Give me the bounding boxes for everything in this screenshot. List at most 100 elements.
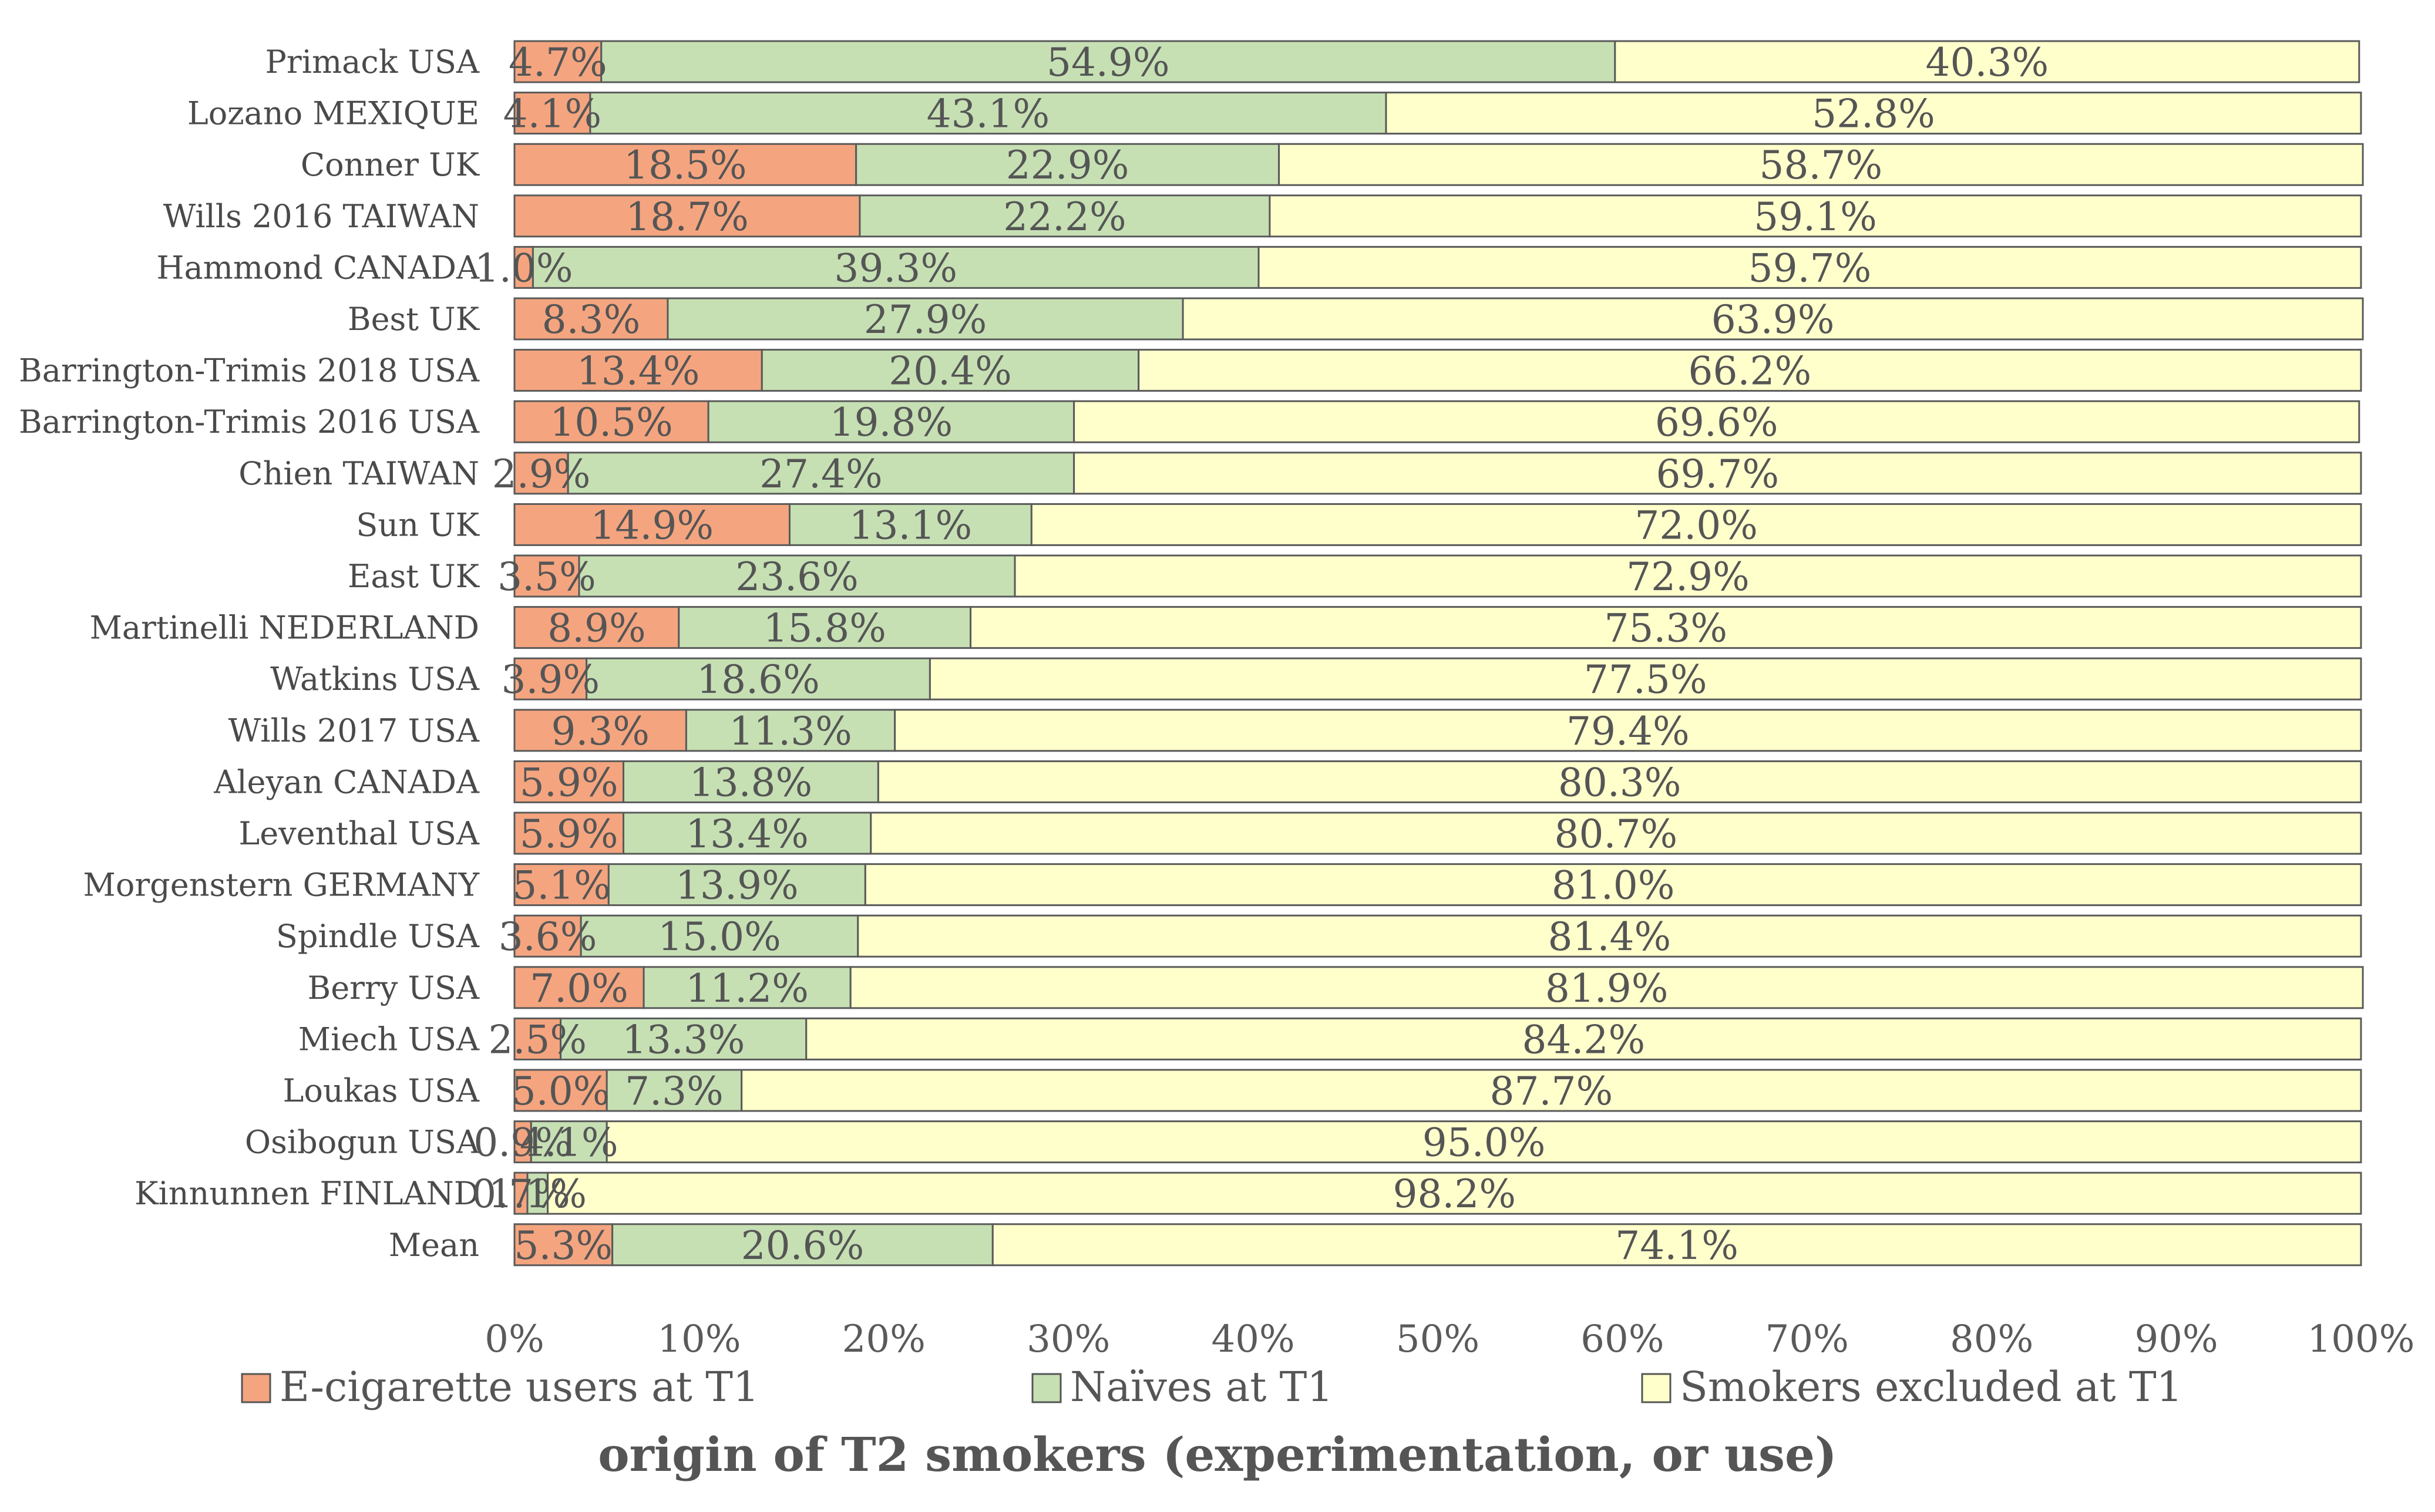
bar-segment-smokers-excluded-at-t1-sun-uk [1030, 503, 2362, 546]
value-label-smokers-excluded-at-t1-primack-usa: 40.3% [1926, 40, 2049, 85]
value-label-smokers-excluded-at-t1-hammond-canada: 59.7% [1748, 245, 1872, 291]
category-label-spindle-usa: Spindle USA [276, 918, 480, 955]
value-label-smokers-excluded-at-t1-watkins-usa: 77.5% [1584, 657, 1707, 702]
value-label-na-ves-at-t1-conner-uk: 22.9% [1006, 143, 1129, 188]
bar-segment-e-cigarette-users-at-t1-chien-taiwan [513, 452, 569, 495]
value-label-na-ves-at-t1-wills-2016-taiwan: 22.2% [1003, 194, 1126, 240]
x-tick-label-6: 60% [1580, 1318, 1664, 1361]
bar-segment-na-ves-at-t1-leventhal-usa [622, 811, 872, 855]
bar-segment-e-cigarette-users-at-t1-martinelli-nederland [513, 606, 680, 649]
bar-segment-smokers-excluded-at-t1-loukas-usa [741, 1069, 2362, 1112]
bar-segment-smokers-excluded-at-t1-spindle-usa [857, 914, 2362, 958]
value-label-e-cigarette-users-at-t1-leventhal-usa: 5.9% [520, 811, 618, 857]
legend-swatch-ecig [241, 1373, 271, 1403]
value-label-e-cigarette-users-at-t1-osibogun-usa: 0.9% [473, 1120, 572, 1166]
category-labels-group: Primack USA Lozano MEXIQUE Conner UK Wills … [19, 43, 480, 1264]
category-label-primack-usa: Primack USA [265, 43, 480, 80]
bar-segment-e-cigarette-users-at-t1-primack-usa [513, 40, 603, 83]
value-label-na-ves-at-t1-miech-usa: 13.3% [622, 1017, 745, 1062]
value-label-na-ves-at-t1-mean: 20.6% [741, 1223, 865, 1268]
value-label-e-cigarette-users-at-t1-miech-usa: 2.5% [488, 1017, 587, 1062]
value-label-e-cigarette-users-at-t1-chien-taiwan: 2.9% [492, 452, 591, 497]
category-label-loukas-usa: Loukas USA [283, 1072, 480, 1109]
category-label-leventhal-usa: Leventhal USA [238, 815, 480, 852]
bar-segment-smokers-excluded-at-t1-hammond-canada [1257, 245, 2362, 289]
x-tick-label-5: 50% [1396, 1318, 1479, 1361]
x-axis-title: origin of T2 smokers (experimentation, o… [598, 1427, 1837, 1482]
legend-swatch-naives [1031, 1373, 1062, 1403]
category-label-sun-uk: Sun UK [356, 506, 480, 543]
category-label-best-uk: Best UK [348, 301, 480, 338]
value-label-na-ves-at-t1-loukas-usa: 7.3% [625, 1069, 724, 1114]
value-label-smokers-excluded-at-t1-osibogun-usa: 95.0% [1422, 1120, 1546, 1166]
value-label-smokers-excluded-at-t1-lozano-mexique: 52.8% [1812, 92, 1935, 137]
category-label-martinelli-nederland: Martinelli NEDERLAND [90, 609, 479, 646]
value-label-e-cigarette-users-at-t1-wills-2016-taiwan: 18.7% [625, 194, 749, 240]
value-label-e-cigarette-users-at-t1-aleyan-canada: 5.9% [520, 760, 618, 805]
value-label-na-ves-at-t1-kinnunnen-finland: 1.1% [488, 1171, 587, 1217]
bar-segment-na-ves-at-t1-spindle-usa [580, 914, 859, 958]
bar-segment-smokers-excluded-at-t1-wills-2016-taiwan [1269, 194, 2362, 238]
bar-segment-e-cigarette-users-at-t1-conner-uk [513, 143, 857, 186]
bar-segment-smokers-excluded-at-t1-watkins-usa [929, 657, 2362, 701]
bar-segment-smokers-excluded-at-t1-miech-usa [805, 1017, 2362, 1060]
value-label-na-ves-at-t1-sun-uk: 13.1% [849, 503, 973, 548]
x-tick-label-2: 20% [842, 1318, 926, 1361]
value-label-na-ves-at-t1-primack-usa: 54.9% [1047, 40, 1170, 85]
value-label-smokers-excluded-at-t1-barrington-trimis-2018-usa: 66.2% [1689, 349, 1812, 394]
value-label-na-ves-at-t1-osibogun-usa: 4.1% [520, 1120, 618, 1166]
bar-segment-smokers-excluded-at-t1-kinnunnen-finland [547, 1171, 2362, 1215]
value-label-smokers-excluded-at-t1-berry-usa: 81.9% [1545, 966, 1669, 1011]
value-label-e-cigarette-users-at-t1-wills-2017-usa: 9.3% [551, 709, 650, 754]
value-label-smokers-excluded-at-t1-kinnunnen-finland: 98.2% [1393, 1171, 1516, 1217]
bar-segment-na-ves-at-t1-miech-usa [560, 1017, 808, 1060]
value-label-na-ves-at-t1-barrington-trimis-2018-usa: 20.4% [889, 349, 1012, 394]
value-label-e-cigarette-users-at-t1-morgenstern-germany: 5.1% [512, 863, 611, 908]
bar-segment-smokers-excluded-at-t1-morgenstern-germany [864, 863, 2362, 907]
value-label-na-ves-at-t1-berry-usa: 11.2% [685, 966, 809, 1011]
bar-segment-smokers-excluded-at-t1-aleyan-canada [877, 760, 2362, 803]
value-label-e-cigarette-users-at-t1-barrington-trimis-2018-usa: 13.4% [577, 349, 700, 394]
x-tick-label-1: 10% [657, 1318, 741, 1361]
value-labels-group: 4.7% 54.9% 40.3% 4.1% 43.1% 52.8% 18.5% 22.9% 58… [472, 40, 2049, 1268]
bar-segment-na-ves-at-t1-conner-uk [855, 143, 1280, 186]
category-label-watkins-usa: Watkins USA [270, 661, 480, 698]
bar-segment-e-cigarette-users-at-t1-sun-uk [513, 503, 791, 546]
value-label-na-ves-at-t1-martinelli-nederland: 15.8% [763, 606, 886, 651]
bar-segment-na-ves-at-t1-primack-usa [600, 40, 1616, 83]
category-label-miech-usa: Miech USA [298, 1021, 480, 1058]
category-label-wills-2017-usa: Wills 2017 USA [228, 712, 480, 749]
legend: E-cigarette users at T1 Naïves at T1 Smo… [241, 1363, 2182, 1411]
value-label-e-cigarette-users-at-t1-watkins-usa: 3.9% [501, 657, 600, 702]
value-label-smokers-excluded-at-t1-sun-uk: 72.0% [1634, 503, 1758, 548]
bar-segment-e-cigarette-users-at-t1-wills-2017-usa [513, 709, 687, 752]
value-label-e-cigarette-users-at-t1-loukas-usa: 5.0% [512, 1069, 610, 1114]
value-label-smokers-excluded-at-t1-aleyan-canada: 80.3% [1558, 760, 1681, 805]
x-tick-label-7: 70% [1765, 1318, 1849, 1361]
value-label-smokers-excluded-at-t1-loukas-usa: 87.7% [1490, 1069, 1613, 1114]
bar-segment-e-cigarette-users-at-t1-berry-usa [513, 966, 645, 1009]
x-tick-label-8: 80% [1950, 1318, 2033, 1361]
bar-segment-smokers-excluded-at-t1-primack-usa [1614, 40, 2360, 83]
category-label-osibogun-usa: Osibogun USA [245, 1124, 480, 1161]
value-label-na-ves-at-t1-aleyan-canada: 13.8% [690, 760, 813, 805]
value-label-na-ves-at-t1-chien-taiwan: 27.4% [759, 452, 883, 497]
legend-label-smokers: Smokers excluded at T1 [1680, 1363, 2182, 1411]
value-label-e-cigarette-users-at-t1-barrington-trimis-2016-usa: 10.5% [550, 400, 673, 445]
value-label-smokers-excluded-at-t1-best-uk: 63.9% [1711, 297, 1835, 342]
legend-label-naives: Naïves at T1 [1070, 1363, 1333, 1411]
x-axis-ticks-group: 0% 10% 20% 30% 40% 50% 60% 70% 80% 90% 100% [485, 1318, 2414, 1361]
category-label-conner-uk: Conner UK [301, 146, 480, 183]
bar-segment-e-cigarette-users-at-t1-leventhal-usa [513, 811, 624, 855]
value-label-smokers-excluded-at-t1-wills-2016-taiwan: 59.1% [1754, 194, 1877, 240]
value-label-e-cigarette-users-at-t1-best-uk: 8.3% [542, 297, 641, 342]
bar-segment-smokers-excluded-at-t1-conner-uk [1278, 143, 2364, 186]
bar-segment-smokers-excluded-at-t1-berry-usa [849, 966, 2364, 1009]
bar-segment-smokers-excluded-at-t1-east-uk [1014, 554, 2362, 598]
bar-segment-na-ves-at-t1-hammond-canada [532, 245, 1260, 289]
value-label-e-cigarette-users-at-t1-hammond-canada: 1.0% [475, 245, 573, 291]
bar-segment-na-ves-at-t1-barrington-trimis-2018-usa [761, 349, 1140, 392]
bar-segment-e-cigarette-users-at-t1-barrington-trimis-2016-usa [513, 400, 709, 443]
bar-segment-e-cigarette-users-at-t1-east-uk [513, 554, 580, 598]
